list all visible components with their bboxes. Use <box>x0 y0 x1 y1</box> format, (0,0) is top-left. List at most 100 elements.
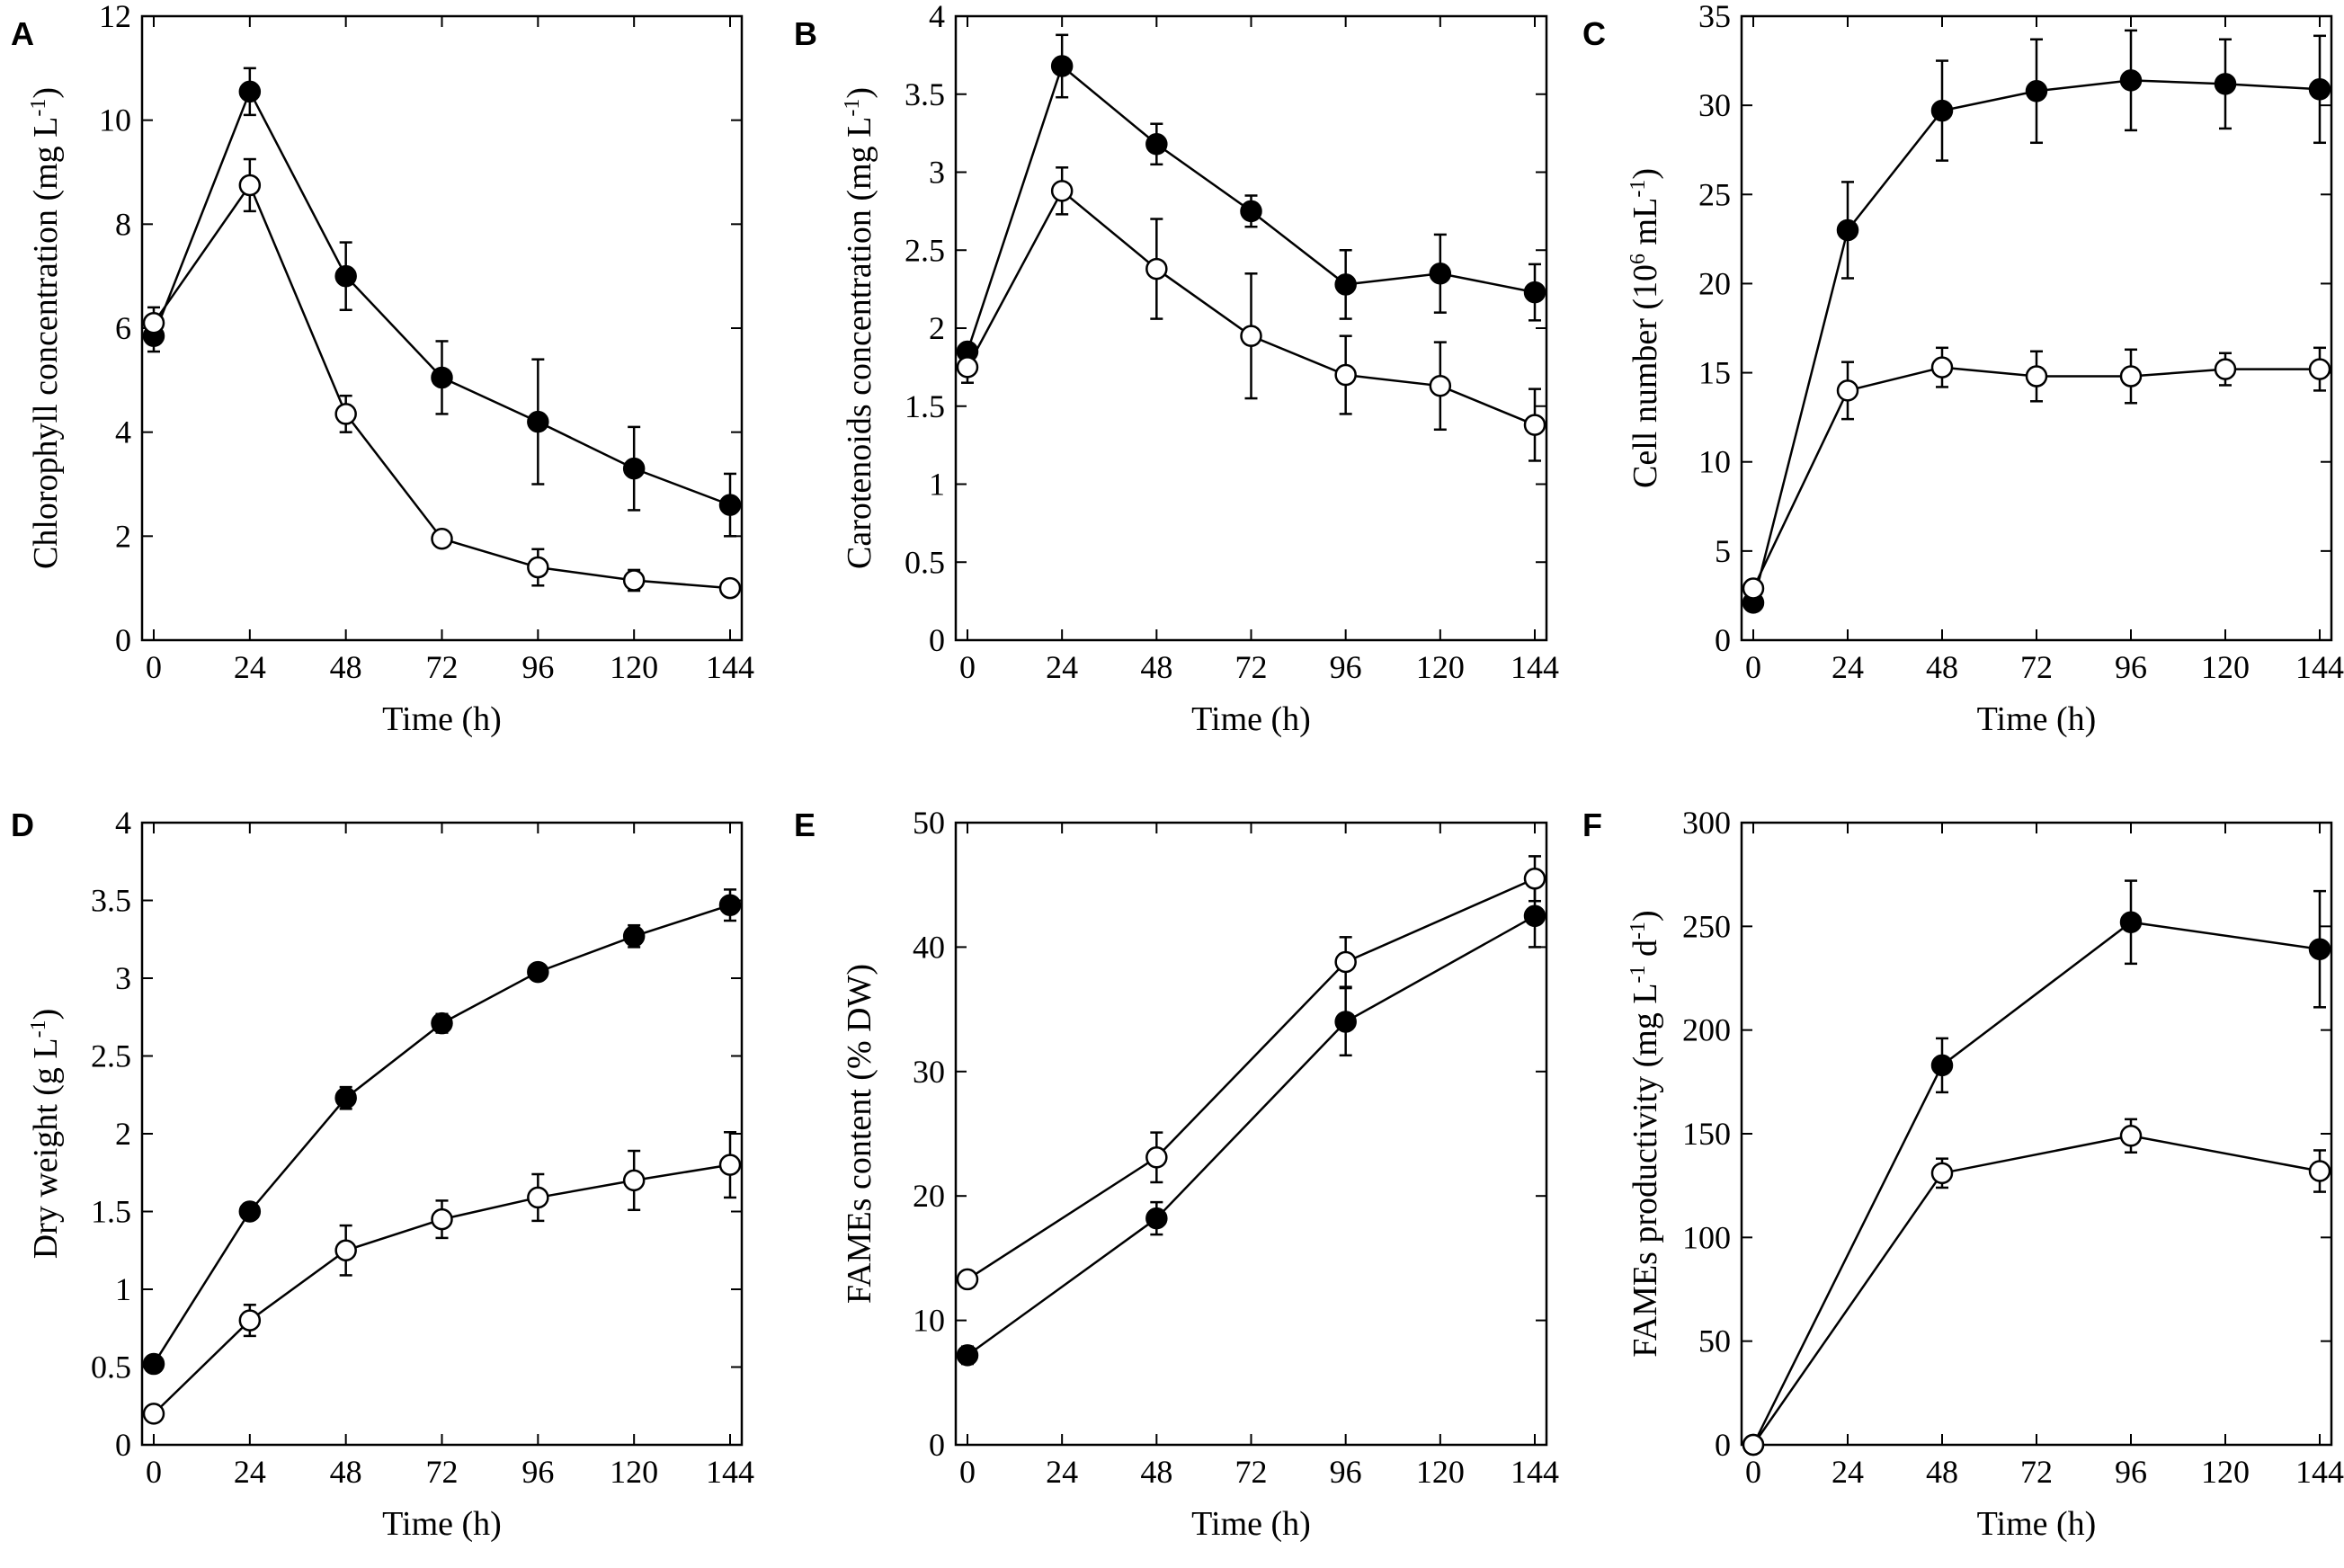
x-tick-label: 72 <box>1235 1454 1268 1490</box>
series-line <box>1751 1135 2321 1446</box>
data-point-filled <box>1145 133 1168 156</box>
x-tick-label: 96 <box>2115 649 2147 685</box>
data-point-filled <box>431 366 453 389</box>
series-filled <box>142 67 742 538</box>
data-point-open <box>334 403 357 425</box>
x-tick-label: 24 <box>1046 649 1078 685</box>
y-tick-label: 0 <box>1715 1427 1731 1463</box>
y-tick-label: 3.5 <box>905 76 945 112</box>
y-tick-label: 10 <box>913 1303 945 1339</box>
series-line <box>967 914 1536 1357</box>
data-point-open <box>1334 363 1357 387</box>
x-tick-label: 120 <box>610 649 658 685</box>
y-tick-label: 10 <box>1698 444 1731 480</box>
data-point-filled <box>1523 281 1546 304</box>
y-axis-title-part: ) <box>27 1009 65 1020</box>
x-tick-label: 0 <box>959 649 976 685</box>
panel-label: B <box>794 15 817 52</box>
data-point-filled <box>1334 1011 1357 1033</box>
data-point-filled <box>238 1200 262 1223</box>
data-point-open <box>1145 1146 1168 1169</box>
x-axis-title: Time (h) <box>1977 1505 2097 1543</box>
data-point-filled <box>238 80 262 103</box>
data-point-filled <box>1836 218 1859 242</box>
data-point-filled <box>2119 69 2143 92</box>
plot-frame <box>1740 821 2333 1447</box>
x-tick-label: 24 <box>1046 1454 1078 1490</box>
y-axis-title-part: ) <box>841 87 878 99</box>
data-point-filled <box>718 494 742 516</box>
x-axis-title: Time (h) <box>382 700 502 738</box>
x-tick-label: 0 <box>1745 1454 1761 1490</box>
y-axis-title-part: -1 <box>27 99 50 117</box>
data-point-filled <box>2214 73 2237 95</box>
x-tick-label: 120 <box>1416 1454 1465 1490</box>
y-axis-title: Dry weight (g L-1) <box>27 1009 65 1260</box>
x-tick-label: 120 <box>2201 649 2250 685</box>
x-tick-label: 48 <box>1140 649 1172 685</box>
x-tick-label: 48 <box>330 1454 362 1490</box>
y-tick-label: 10 <box>99 102 131 138</box>
x-tick-label: 144 <box>1511 1454 1559 1490</box>
data-point-open <box>238 1309 262 1332</box>
x-tick-label: 144 <box>706 1454 754 1490</box>
y-tick-label: 0 <box>115 1427 131 1463</box>
data-point-open <box>1429 374 1452 397</box>
y-tick-label: 1 <box>115 1271 131 1307</box>
x-axis-title: Time (h) <box>382 1505 502 1543</box>
series-line <box>152 88 731 506</box>
y-tick-label: 3 <box>115 960 131 996</box>
data-point-open <box>1742 577 1765 600</box>
data-point-filled <box>1429 263 1452 285</box>
y-tick-label: 20 <box>913 1178 945 1214</box>
y-tick-label: 4 <box>929 0 945 34</box>
x-axis-title: Time (h) <box>1977 700 2097 738</box>
data-point-open <box>956 356 979 379</box>
panel-label: C <box>1582 15 1606 52</box>
y-tick-label: 0 <box>115 622 131 658</box>
series-filled <box>956 883 1546 1367</box>
y-tick-label: 300 <box>1682 805 1731 841</box>
y-tick-label: 1.5 <box>905 388 945 424</box>
y-tick-label: 0.5 <box>91 1350 131 1385</box>
y-axis-title-part: ) <box>1627 910 1664 922</box>
data-point-filled <box>334 264 357 288</box>
data-point-open <box>142 311 165 334</box>
panel-label: E <box>794 806 815 843</box>
y-axis-title-part: -1 <box>27 1020 50 1038</box>
x-tick-label: 0 <box>959 1454 976 1490</box>
x-axis-title: Time (h) <box>1191 1505 1311 1543</box>
data-point-open <box>622 569 646 592</box>
y-tick-label: 2.5 <box>91 1038 131 1074</box>
data-point-open <box>527 556 549 579</box>
y-axis-title-part: 6 <box>1627 254 1650 264</box>
data-point-open <box>718 576 742 600</box>
y-tick-label: 50 <box>913 805 945 841</box>
y-axis-title: Cell number (106 mL-1) <box>1627 168 1664 488</box>
x-tick-label: 24 <box>234 649 266 685</box>
y-tick-label: 8 <box>115 206 131 242</box>
panel-c: C 0 5 10 15 20 25 30 35 0 24 48 72 96 120 144 Time (h) Ce… <box>1582 0 2344 738</box>
y-tick-label: 4 <box>115 414 131 450</box>
series-line <box>1751 79 2321 603</box>
y-axis-title-part: -1 <box>1627 180 1650 198</box>
panel-b: B 0 0.5 1 1.5 2 2.5 3 3.5 4 0 24 48 72 96 120 144 Time (h… <box>794 0 1559 738</box>
x-tick-label: 96 <box>521 1454 554 1490</box>
data-point-open <box>431 1207 453 1231</box>
data-point-filled <box>1050 55 1074 77</box>
panel-e: E 0 10 20 30 40 50 0 24 48 72 96 120 144 Time (h) FAMEs… <box>794 805 1559 1543</box>
x-tick-label: 48 <box>1926 649 1958 685</box>
data-point-open <box>1523 414 1546 436</box>
y-tick-label: 50 <box>1698 1323 1731 1359</box>
x-tick-label: 72 <box>2020 649 2053 685</box>
data-point-filled <box>2119 911 2143 933</box>
x-tick-label: 96 <box>1330 649 1362 685</box>
y-axis-title-part: d <box>1627 940 1664 966</box>
x-tick-label: 144 <box>2295 649 2344 685</box>
y-axis-title-part: ) <box>1627 168 1664 180</box>
series-open <box>142 157 742 600</box>
x-tick-label: 24 <box>1832 649 1864 685</box>
series-open <box>1742 1118 2331 1457</box>
